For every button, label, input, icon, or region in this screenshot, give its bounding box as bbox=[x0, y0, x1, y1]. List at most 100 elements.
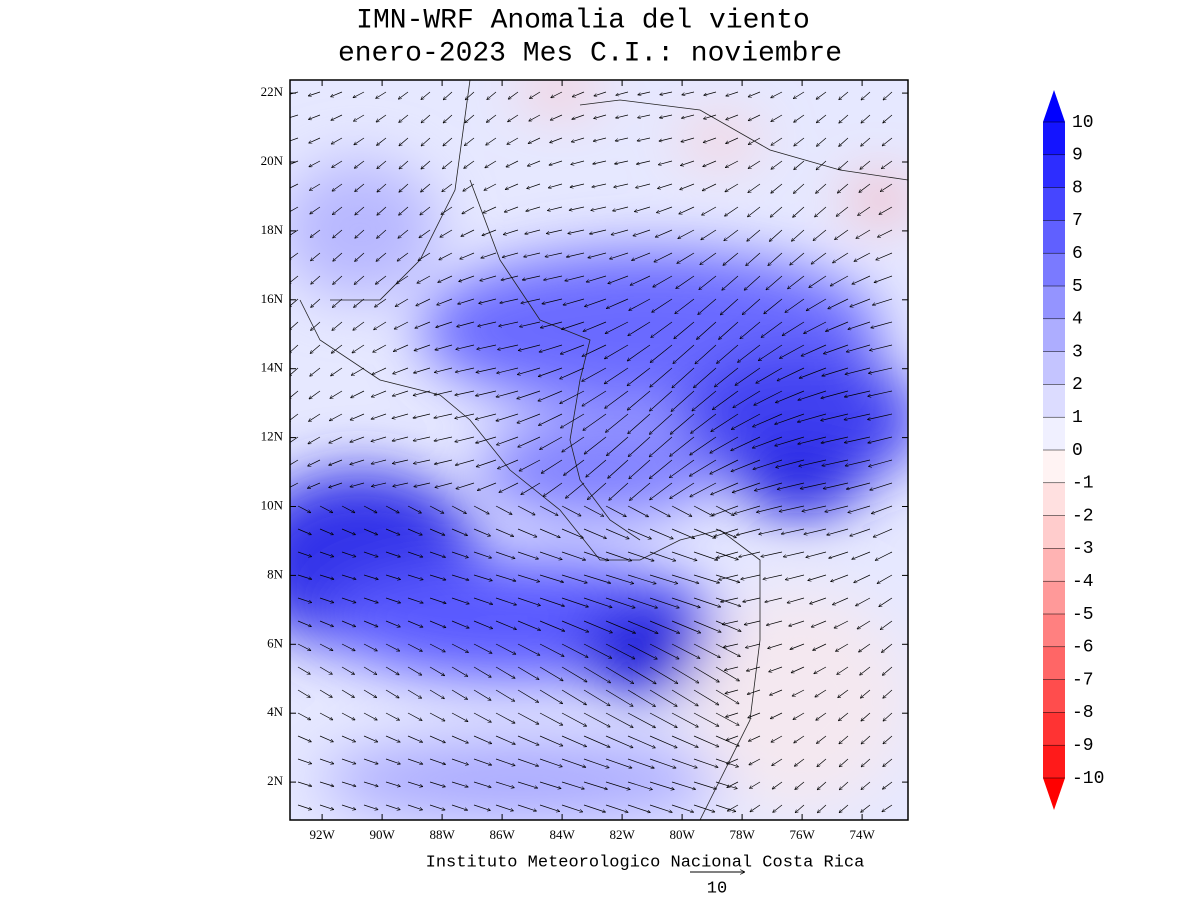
wind-vector bbox=[785, 298, 805, 313]
wind-vector bbox=[861, 735, 871, 744]
wind-vector bbox=[407, 666, 422, 675]
wind-vector bbox=[429, 574, 446, 580]
wind-vector bbox=[528, 137, 541, 144]
wind-vector bbox=[396, 275, 409, 284]
wind-vector bbox=[793, 114, 805, 122]
wind-vector bbox=[860, 804, 871, 812]
wind-vector bbox=[671, 758, 697, 768]
wind-vector bbox=[605, 804, 628, 812]
wind-vector bbox=[429, 758, 446, 765]
wind-vector bbox=[451, 620, 469, 628]
wind-vector bbox=[698, 298, 717, 315]
wind-vector bbox=[627, 712, 656, 729]
wind-vector bbox=[290, 114, 299, 118]
wind-vector bbox=[790, 643, 805, 649]
wind-vector bbox=[627, 505, 649, 518]
wind-vector bbox=[593, 137, 607, 141]
wind-vector bbox=[627, 758, 654, 768]
wind-vector bbox=[495, 643, 516, 655]
wind-vector bbox=[399, 160, 409, 169]
wind-vector bbox=[319, 620, 334, 627]
wind-vector bbox=[649, 712, 677, 729]
wind-vector bbox=[671, 574, 699, 583]
wind-vector bbox=[541, 459, 563, 473]
wind-vector bbox=[682, 91, 695, 95]
wind-vector bbox=[609, 252, 629, 259]
wind-vector bbox=[341, 551, 356, 557]
wind-vector bbox=[539, 666, 563, 681]
wind-vector bbox=[310, 275, 321, 284]
wind-vector bbox=[873, 528, 893, 537]
wind-vector bbox=[871, 321, 893, 328]
wind-vector bbox=[838, 689, 849, 698]
wind-vector bbox=[718, 321, 739, 340]
wind-vector bbox=[419, 229, 431, 238]
wind-vector bbox=[496, 367, 519, 373]
wind-vector bbox=[845, 367, 871, 374]
wind-vector bbox=[496, 413, 519, 421]
colorbar-label: -5 bbox=[1072, 605, 1094, 625]
wind-vector bbox=[710, 482, 739, 495]
wind-vector bbox=[561, 597, 589, 607]
wind-vector bbox=[850, 528, 871, 536]
colorbar-label: -8 bbox=[1072, 703, 1094, 723]
wind-vector bbox=[561, 505, 581, 517]
wind-vector bbox=[456, 321, 475, 327]
wind-vector bbox=[341, 528, 356, 535]
wind-vector bbox=[671, 551, 697, 561]
wind-vector bbox=[429, 620, 446, 628]
wind-vector bbox=[546, 229, 563, 234]
wind-vector bbox=[413, 459, 431, 464]
wind-vector bbox=[855, 597, 871, 607]
colorbar-swatch bbox=[1043, 253, 1065, 286]
wind-vector bbox=[385, 689, 399, 698]
x-tick-label: 82W bbox=[609, 827, 635, 842]
wind-vector bbox=[605, 413, 629, 432]
wind-vector bbox=[693, 735, 719, 747]
y-tick-label: 4N bbox=[267, 704, 284, 719]
y-tick-label: 14N bbox=[261, 360, 284, 375]
wind-vector bbox=[561, 689, 587, 705]
wind-vector bbox=[407, 574, 423, 580]
wind-vector bbox=[353, 298, 365, 308]
wind-vector bbox=[749, 758, 761, 766]
wind-vector bbox=[825, 505, 849, 512]
wind-vector bbox=[811, 252, 827, 264]
wind-vector bbox=[377, 160, 387, 169]
wind-vector bbox=[791, 229, 805, 241]
wind-vector bbox=[649, 551, 676, 561]
colorbar-label: -4 bbox=[1072, 572, 1094, 592]
wind-vector bbox=[649, 689, 677, 707]
wind-vector bbox=[627, 597, 658, 608]
wind-vector bbox=[363, 689, 377, 698]
wind-vector bbox=[434, 367, 453, 373]
wind-vector bbox=[794, 758, 805, 766]
wind-vector bbox=[605, 689, 633, 706]
wind-vector bbox=[715, 620, 741, 632]
wind-vector bbox=[837, 666, 849, 675]
wind-vector bbox=[350, 413, 365, 420]
wind-vector bbox=[867, 413, 893, 420]
wind-vector bbox=[443, 137, 453, 146]
wind-vector bbox=[517, 689, 539, 703]
wind-vector bbox=[438, 275, 453, 283]
wind-vector bbox=[539, 689, 563, 704]
wind-vector bbox=[604, 367, 629, 384]
wind-vector bbox=[539, 436, 563, 451]
wind-vector bbox=[802, 505, 827, 511]
wind-vector bbox=[465, 91, 475, 100]
wind-vector bbox=[506, 160, 519, 168]
wind-vector bbox=[718, 574, 739, 580]
wind-vector bbox=[523, 252, 541, 257]
wind-vector bbox=[710, 459, 739, 475]
wind-vector bbox=[543, 482, 563, 497]
wind-vector bbox=[376, 114, 387, 122]
wind-vector bbox=[816, 137, 827, 146]
map-frame bbox=[289, 79, 909, 821]
wind-vector bbox=[395, 298, 409, 307]
wind-vector bbox=[341, 505, 355, 514]
wind-vector bbox=[608, 275, 629, 284]
wind-vector bbox=[363, 643, 378, 652]
wind-vector bbox=[319, 551, 334, 557]
wind-vector bbox=[561, 643, 588, 658]
